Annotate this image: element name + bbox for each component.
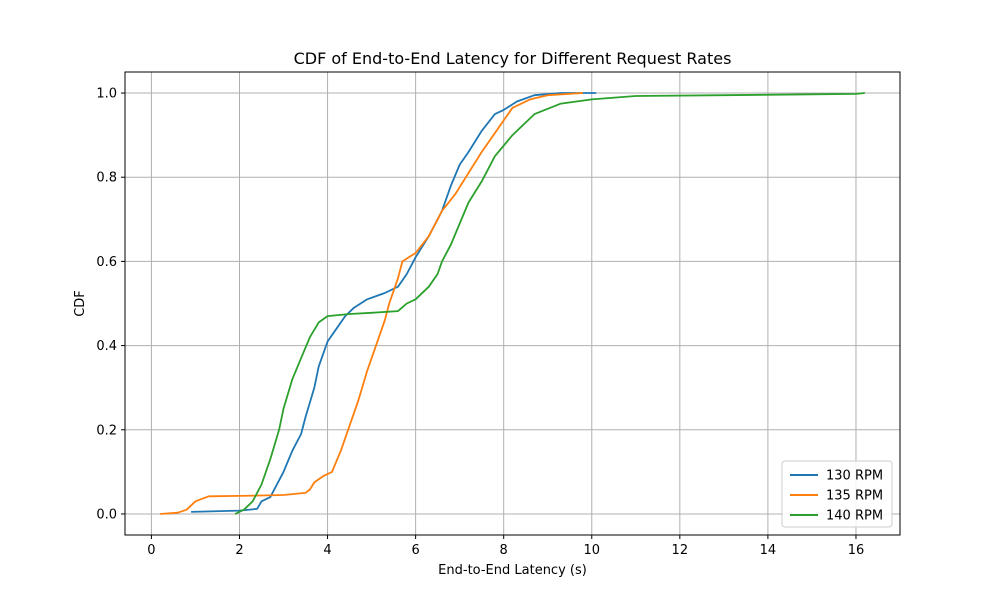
series-line-1: [191, 92, 597, 513]
plot-frame: [124, 71, 901, 536]
x-axis-label: End-to-End Latency (s): [438, 563, 587, 578]
y-axis-label: CDF: [73, 290, 88, 317]
x-tick-label: 14: [760, 543, 777, 558]
x-tick-label: 4: [323, 543, 331, 558]
series-line-3: [234, 92, 865, 515]
x-tick-label: 16: [848, 543, 865, 558]
x-tick-label: 0: [147, 543, 155, 558]
legend-label: 140 RPM: [826, 509, 883, 524]
x-tick-label: 10: [583, 543, 600, 558]
y-tick-label: 0.4: [96, 339, 117, 354]
y-tick-label: 0.8: [96, 171, 117, 186]
legend-label: 135 RPM: [826, 489, 883, 504]
legend-box: [781, 460, 893, 528]
y-tick-label: 0.6: [96, 255, 117, 270]
chart-title: CDF of End-to-End Latency for Different …: [294, 49, 732, 68]
x-tick-label: 6: [411, 543, 419, 558]
x-tick-label: 2: [235, 543, 243, 558]
series-lines: [160, 92, 865, 515]
x-tick-label: 12: [672, 543, 689, 558]
grid: [125, 72, 900, 535]
legend-label: 130 RPM: [826, 469, 883, 484]
y-tick-label: 1.0: [96, 87, 117, 102]
ticks: 0 2 4 6 8 10 12 14 16 0.0 0.2 0.4 0.6 0.8 1.0: [96, 87, 864, 558]
y-tick-label: 0.2: [96, 423, 117, 438]
y-tick-label: 0.0: [96, 507, 117, 522]
series-line-2: [160, 92, 584, 515]
legend: 130 RPM 135 RPM 140 RPM: [781, 460, 893, 528]
x-tick-label: 8: [500, 543, 508, 558]
